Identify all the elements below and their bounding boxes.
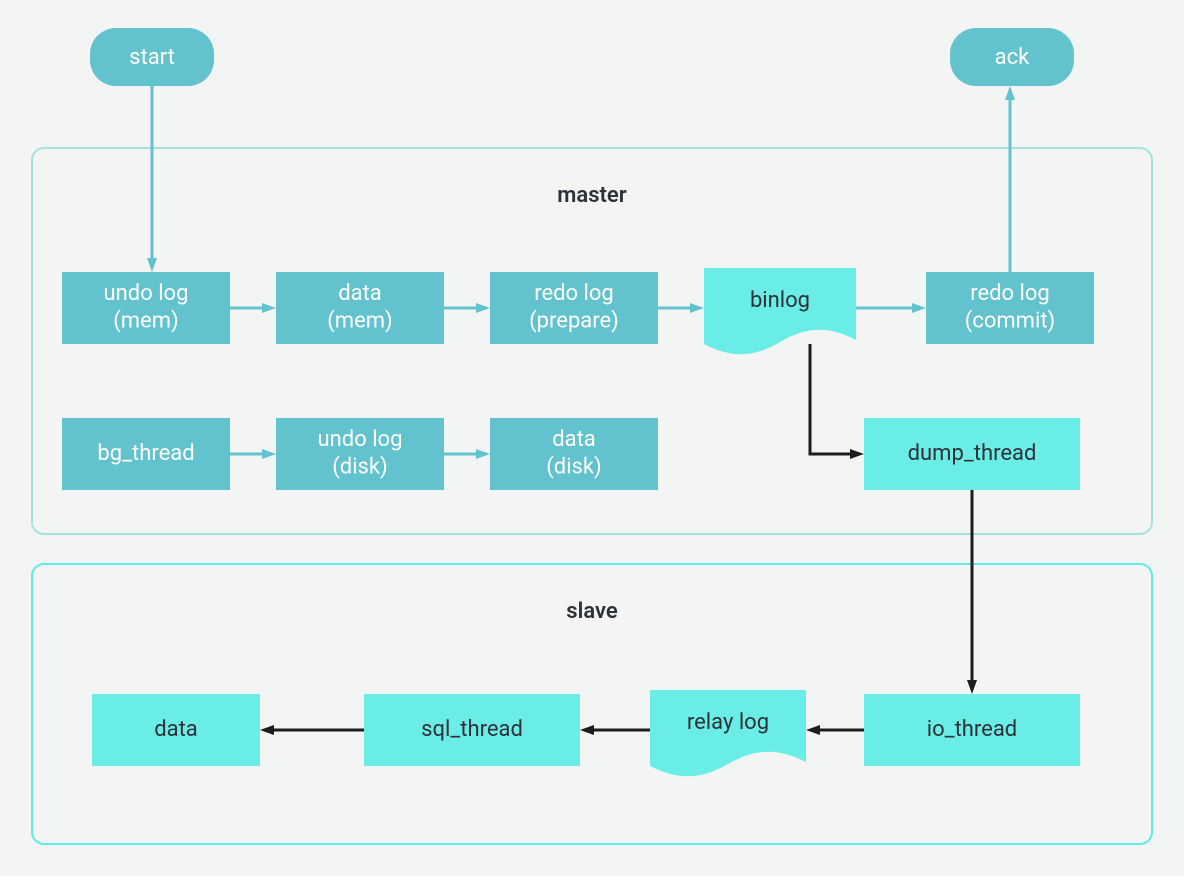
node-slave_data-line-0: data — [154, 717, 198, 742]
node-data_disk-line-1: (disk) — [546, 455, 601, 480]
node-io_thread-line-0: io_thread — [927, 717, 1017, 742]
node-bg_thread-line-0: bg_thread — [97, 441, 194, 466]
node-data_disk-line-0: data — [552, 427, 596, 452]
terminal-start: start — [90, 28, 214, 86]
group-title-slave: slave — [566, 599, 618, 624]
diagram-canvas: master slave start ack undo log (mem) data (mem… — [0, 0, 1184, 876]
node-binlog-line-0: binlog — [750, 288, 810, 313]
terminal-label-ack: ack — [995, 45, 1030, 70]
node-undo_disk-line-1: (disk) — [332, 455, 387, 480]
node-data_mem: data (mem) — [276, 272, 444, 344]
node-dump_thread-line-0: dump_thread — [908, 441, 1037, 466]
node-data_disk: data (disk) — [490, 418, 658, 490]
node-redo_commit-line-0: redo log — [970, 281, 1050, 306]
terminal-ack: ack — [950, 28, 1074, 86]
node-data_mem-line-0: data — [338, 281, 382, 306]
node-redo_prep-line-0: redo log — [534, 281, 614, 306]
node-data_mem-line-1: (mem) — [327, 309, 392, 334]
node-undo_mem: undo log (mem) — [62, 272, 230, 344]
node-dump_thread: dump_thread — [864, 418, 1080, 490]
node-slave_data: data — [92, 694, 260, 766]
node-undo_disk: undo log (disk) — [276, 418, 444, 490]
node-relay_log-line-0: relay log — [687, 710, 769, 735]
node-redo_commit: redo log (commit) — [926, 272, 1094, 344]
node-redo_commit-line-1: (commit) — [965, 309, 1055, 334]
node-io_thread: io_thread — [864, 694, 1080, 766]
node-redo_prep: redo log (prepare) — [490, 272, 658, 344]
node-bg_thread: bg_thread — [62, 418, 230, 490]
node-undo_mem-line-1: (mem) — [113, 309, 178, 334]
group-title-master: master — [557, 183, 626, 208]
node-sql_thread-line-0: sql_thread — [421, 717, 523, 742]
node-redo_prep-line-1: (prepare) — [529, 309, 619, 334]
terminal-label-start: start — [129, 45, 175, 70]
node-sql_thread: sql_thread — [364, 694, 580, 766]
node-undo_disk-line-0: undo log — [318, 427, 403, 452]
node-undo_mem-line-0: undo log — [104, 281, 189, 306]
